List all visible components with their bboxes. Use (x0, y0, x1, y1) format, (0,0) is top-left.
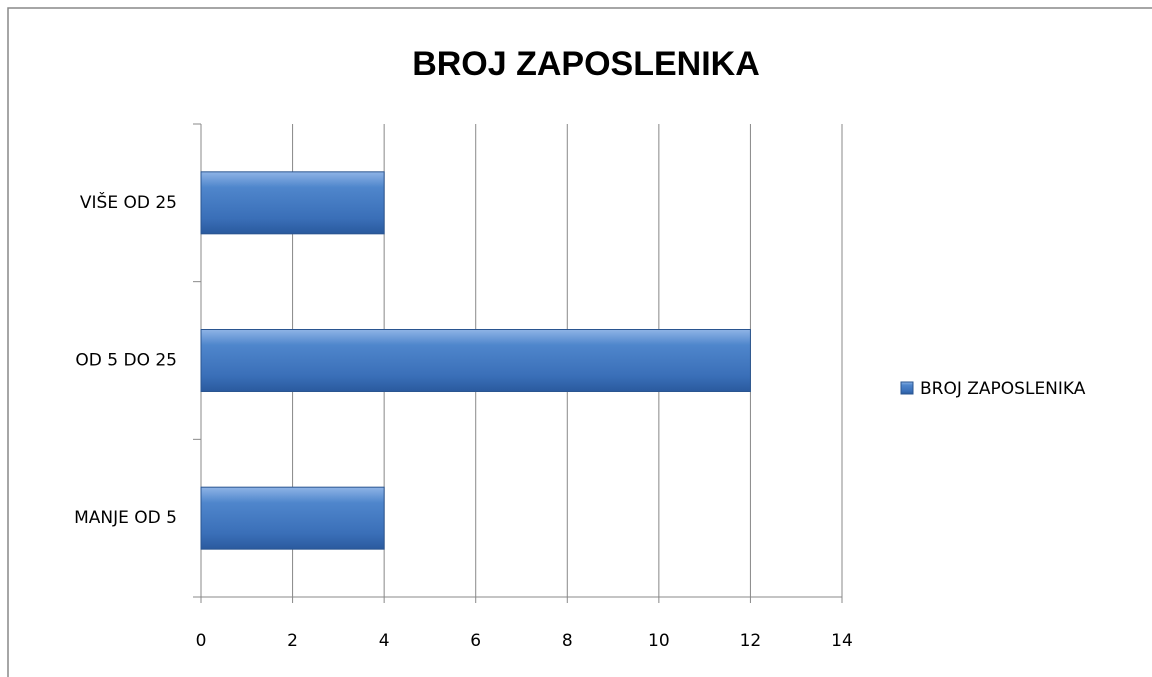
x-tick-label: 4 (379, 631, 390, 651)
x-tick-label: 12 (740, 631, 762, 651)
legend-label: BROJ ZAPOSLENIKA (920, 379, 1086, 399)
y-tick-label: VIŠE OD 25 (80, 191, 177, 213)
x-tick-label: 14 (831, 631, 853, 651)
bar (200, 486, 385, 550)
x-tick-label: 6 (470, 631, 481, 651)
bar (200, 329, 751, 392)
x-tick-label: 8 (562, 631, 573, 651)
x-tick-label: 0 (196, 631, 207, 651)
x-tick-label: 2 (287, 631, 298, 651)
y-tick-label: OD 5 DO 25 (75, 351, 177, 371)
legend-swatch (900, 381, 914, 395)
bar (200, 171, 385, 235)
y-tick-label: MANJE OD 5 (74, 508, 177, 528)
x-tick-label: 10 (648, 631, 670, 651)
chart-title: BROJ ZAPOSLENIKA (412, 45, 760, 83)
